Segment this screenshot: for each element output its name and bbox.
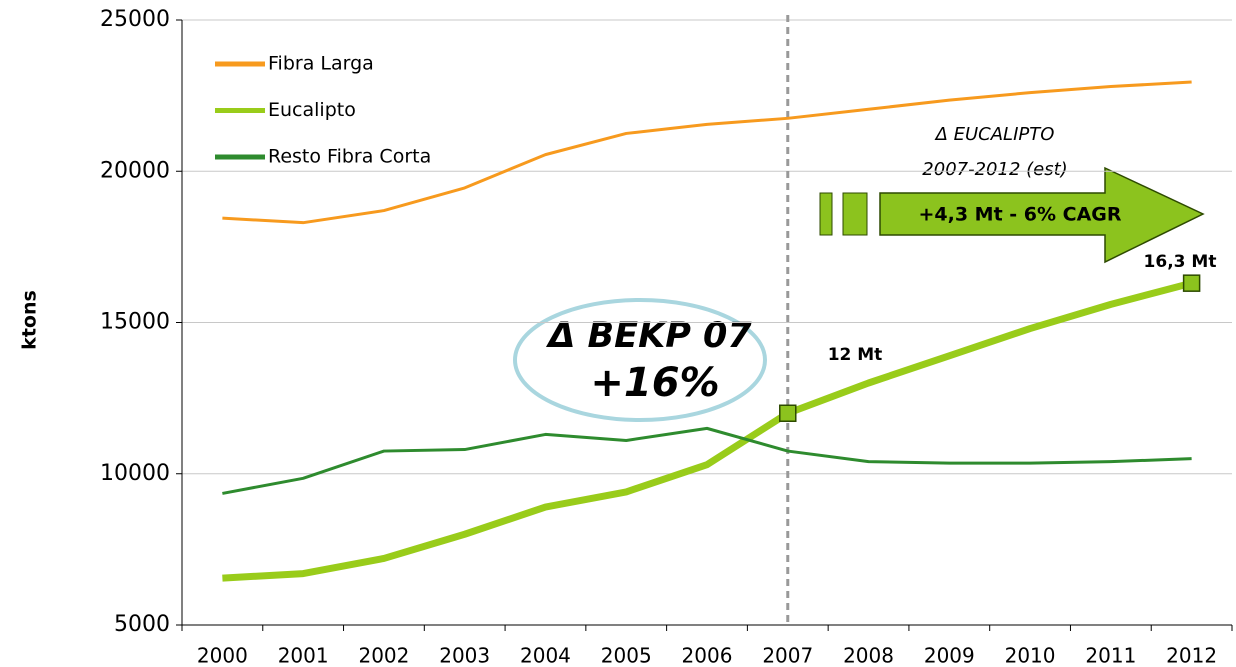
y-tick-label: 15000 [100,310,170,335]
x-tick-label: 2010 [1005,644,1056,667]
x-tick-label: 2005 [601,644,652,667]
annotation: +4,3 Mt - 6% CAGR [918,204,1121,226]
x-tick-label: 2001 [278,644,329,667]
point-marker [779,404,797,422]
x-tick-label: 2000 [197,644,248,667]
x-tick-label: 2011 [1085,644,1136,667]
y-tick-label: 20000 [100,158,170,183]
series-line [222,279,1193,582]
data-label: 16,3 Mt [1144,252,1217,272]
annotation: Δ EUCALIPTO [934,124,1055,145]
x-tick-label: 2002 [358,644,409,667]
x-tick-label: 2004 [520,644,571,667]
y-axis-label: ktons [19,290,41,350]
arrow-tail [842,192,868,236]
arrow-tail [819,192,833,236]
annotation: +16% [590,360,719,406]
series-line [222,426,1192,495]
highlight-ellipse [513,298,767,422]
x-tick-label: 2008 [843,644,894,667]
x-tick-label: 2006 [682,644,733,667]
x-tick-label: 2009 [924,644,975,667]
legend-label: Eucalipto [268,99,356,121]
growth-arrow [879,166,1205,264]
data-label: 12 Mt [828,345,883,365]
point-marker [1182,274,1201,292]
legend-label: Resto Fibra Corta [268,146,431,168]
legend-label: Fibra Larga [268,53,374,75]
y-tick-label: 10000 [100,461,170,486]
x-tick-label: 2012 [1166,644,1217,667]
series-line [222,80,1192,225]
y-tick-label: 5000 [114,612,170,637]
y-tick-label: 25000 [100,7,170,32]
x-tick-label: 2003 [439,644,490,667]
x-tick-label: 2007 [762,644,813,667]
annotation: 2007-2012 (est) [922,159,1067,180]
